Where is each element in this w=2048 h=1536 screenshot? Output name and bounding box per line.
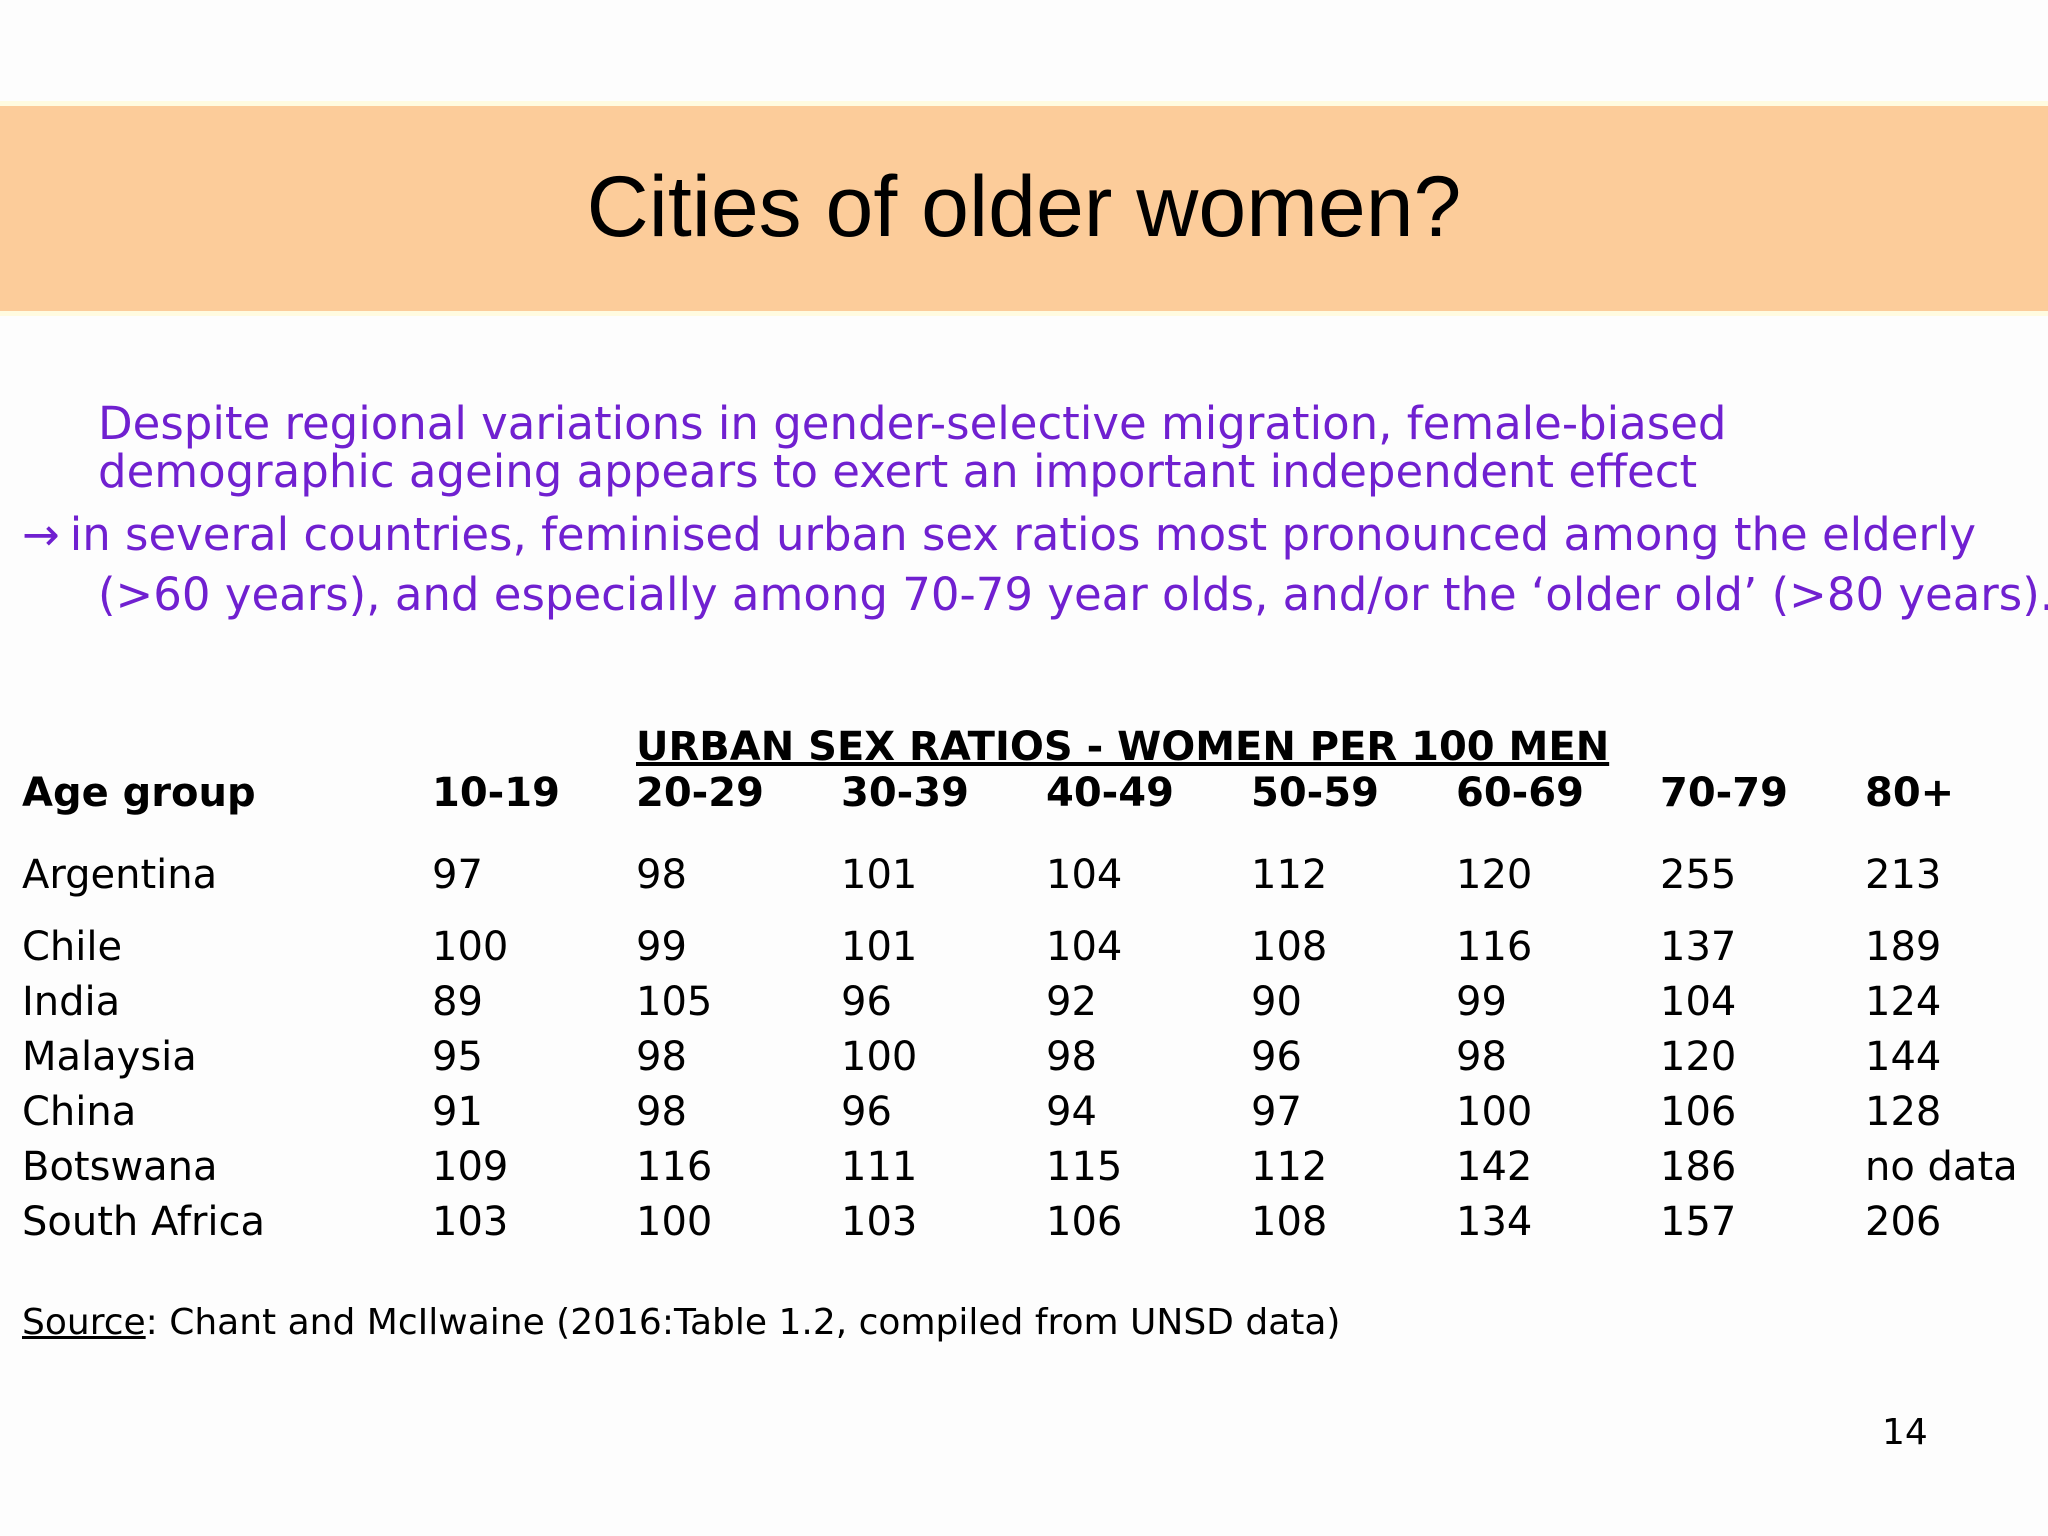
ratio-cell: 120 xyxy=(1660,1034,1737,1080)
ratio-cell: 108 xyxy=(1251,924,1328,970)
ratio-cell: 106 xyxy=(1046,1199,1123,1245)
ratio-cell: 124 xyxy=(1865,979,1942,1025)
ratio-cell: 116 xyxy=(636,1144,713,1190)
table-row: South Africa 103 100 103 106 108 134 157 206 xyxy=(0,1199,2048,1251)
table-row: Malaysia 95 98 100 98 96 98 120 144 xyxy=(0,1034,2048,1086)
ratio-cell: 116 xyxy=(1456,924,1533,970)
table-header-cell: 10-19 xyxy=(432,770,560,816)
ratio-cell: 142 xyxy=(1456,1144,1533,1190)
source-label: Source xyxy=(22,1302,146,1343)
table-header-cell: 80+ xyxy=(1865,770,1955,816)
intro-line: Despite regional variations in gender-se… xyxy=(98,397,1727,450)
slide-title: Cities of older women? xyxy=(586,159,1462,255)
ratio-cell: 99 xyxy=(636,924,687,970)
ratio-cell: 97 xyxy=(1251,1089,1302,1135)
ratio-cell: 91 xyxy=(432,1089,483,1135)
country-cell: Argentina xyxy=(22,852,218,898)
ratio-cell: 100 xyxy=(841,1034,918,1080)
ratio-cell: 115 xyxy=(1046,1144,1123,1190)
table-header-cell: Age group xyxy=(22,770,256,816)
ratio-cell: 255 xyxy=(1660,852,1737,898)
ratio-cell: 98 xyxy=(1046,1034,1097,1080)
ratio-cell: 100 xyxy=(1456,1089,1533,1135)
ratio-cell: 104 xyxy=(1046,924,1123,970)
table-header-cell: 60-69 xyxy=(1456,770,1584,816)
table-row: Argentina 97 98 101 104 112 120 255 213 xyxy=(0,852,2048,904)
ratio-cell: 213 xyxy=(1865,852,1942,898)
ratio-cell: 137 xyxy=(1660,924,1737,970)
ratio-cell: 108 xyxy=(1251,1199,1328,1245)
ratio-cell: 103 xyxy=(841,1199,918,1245)
table-row: Botswana 109 116 111 115 112 142 186 no data xyxy=(0,1144,2048,1196)
ratio-cell: 90 xyxy=(1251,979,1302,1025)
bullet-text: in several countries, feminised urban se… xyxy=(69,508,1977,561)
country-cell: Chile xyxy=(22,924,123,970)
bullet-line: → in several countries, feminised urban s… xyxy=(22,511,1976,559)
table-header-cell: 70-79 xyxy=(1660,770,1788,816)
table-row: India 89 105 96 92 90 99 104 124 xyxy=(0,979,2048,1031)
ratio-cell: 104 xyxy=(1046,852,1123,898)
ratio-cell: 134 xyxy=(1456,1199,1533,1245)
intro-paragraph: Despite regional variations in gender-se… xyxy=(98,400,1726,496)
country-cell: China xyxy=(22,1089,137,1135)
country-cell: South Africa xyxy=(22,1199,266,1245)
ratio-cell: 100 xyxy=(432,924,509,970)
table-row: China 91 98 96 94 97 100 106 128 xyxy=(0,1089,2048,1141)
ratio-cell: 94 xyxy=(1046,1089,1097,1135)
ratio-cell: 189 xyxy=(1865,924,1942,970)
table-header-cell: 20-29 xyxy=(636,770,764,816)
ratio-cell: 92 xyxy=(1046,979,1097,1025)
ratio-cell: 96 xyxy=(841,979,892,1025)
ratio-cell: 104 xyxy=(1660,979,1737,1025)
page-number: 14 xyxy=(1882,1412,1928,1453)
ratio-cell: 98 xyxy=(636,852,687,898)
table-heading: URBAN SEX RATIOS - WOMEN PER 100 MEN xyxy=(636,724,1610,770)
ratio-cell: 112 xyxy=(1251,852,1328,898)
ratio-cell: 157 xyxy=(1660,1199,1737,1245)
title-band: Cities of older women? xyxy=(0,106,2048,311)
ratio-cell: 98 xyxy=(1456,1034,1507,1080)
arrow-right-icon: → xyxy=(22,508,60,561)
source-text: : Chant and McIlwaine (2016:Table 1.2, c… xyxy=(145,1302,1341,1343)
ratio-cell: 96 xyxy=(841,1089,892,1135)
ratio-cell: 206 xyxy=(1865,1199,1942,1245)
ratio-cell: 128 xyxy=(1865,1089,1942,1135)
ratio-cell: 105 xyxy=(636,979,713,1025)
country-cell: Botswana xyxy=(22,1144,218,1190)
bullet-continuation: (>60 years), and especially among 70-79 … xyxy=(98,568,2048,621)
ratio-cell: 106 xyxy=(1660,1089,1737,1135)
ratio-cell: 120 xyxy=(1456,852,1533,898)
source-citation: Source: Chant and McIlwaine (2016:Table … xyxy=(22,1302,1340,1343)
ratio-cell: 95 xyxy=(432,1034,483,1080)
ratio-cell: 96 xyxy=(1251,1034,1302,1080)
ratio-cell: 100 xyxy=(636,1199,713,1245)
ratio-cell: 98 xyxy=(636,1089,687,1135)
table-header-cell: 40-49 xyxy=(1046,770,1174,816)
ratio-cell: 101 xyxy=(841,924,918,970)
ratio-cell: 112 xyxy=(1251,1144,1328,1190)
table-row: Chile 100 99 101 104 108 116 137 189 xyxy=(0,924,2048,976)
ratio-cell: 99 xyxy=(1456,979,1507,1025)
table-header-cell: 30-39 xyxy=(841,770,969,816)
ratio-cell: 101 xyxy=(841,852,918,898)
ratio-cell: 186 xyxy=(1660,1144,1737,1190)
table-header-row: Age group 10-19 20-29 30-39 40-49 50-59 60-69 7… xyxy=(0,770,2048,822)
ratio-cell: 109 xyxy=(432,1144,509,1190)
ratio-cell: 103 xyxy=(432,1199,509,1245)
ratio-cell: 111 xyxy=(841,1144,918,1190)
ratio-cell: no data xyxy=(1865,1144,2018,1190)
ratio-cell: 98 xyxy=(636,1034,687,1080)
table-header-cell: 50-59 xyxy=(1251,770,1379,816)
country-cell: Malaysia xyxy=(22,1034,197,1080)
ratio-cell: 89 xyxy=(432,979,483,1025)
intro-line: demographic ageing appears to exert an i… xyxy=(98,445,1698,498)
ratio-cell: 97 xyxy=(432,852,483,898)
ratio-cell: 144 xyxy=(1865,1034,1942,1080)
country-cell: India xyxy=(22,979,121,1025)
